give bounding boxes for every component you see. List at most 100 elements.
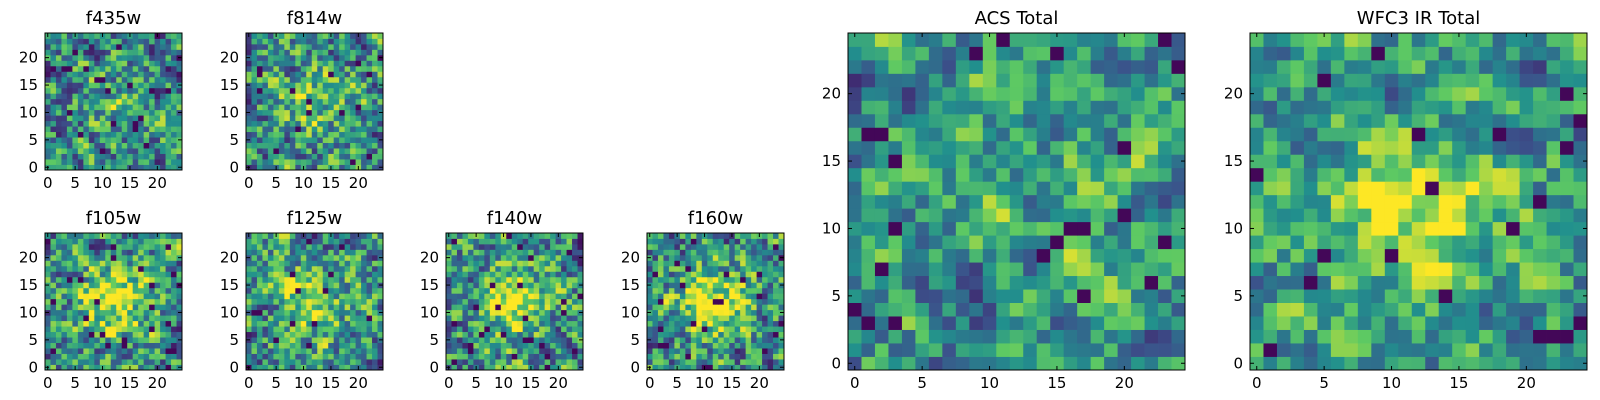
heatmap-cell: [317, 249, 324, 256]
heatmap-cell: [165, 104, 172, 111]
heatmap-cell: [289, 126, 296, 133]
heatmap-cell: [1290, 167, 1305, 182]
heatmap-cell: [751, 298, 757, 305]
heatmap-cell: [572, 342, 578, 349]
heatmap-cell: [256, 98, 263, 105]
heatmap-cell: [1425, 356, 1440, 371]
heatmap-cell: [366, 120, 373, 127]
heatmap-cell: [861, 248, 876, 263]
heatmap-cell: [116, 337, 123, 343]
heatmap-cell: [295, 293, 302, 300]
heatmap-cell: [1492, 248, 1507, 263]
heatmap-cell: [311, 159, 318, 165]
heatmap-cell: [888, 316, 903, 330]
heatmap-cell: [339, 298, 346, 305]
heatmap-cell: [55, 249, 62, 256]
heatmap-cell: [149, 304, 155, 311]
heatmap-cell: [171, 137, 177, 143]
heatmap-cell: [256, 82, 263, 89]
heatmap-cell: [1144, 73, 1159, 88]
heatmap-cell: [289, 43, 296, 50]
heatmap-cell: [1371, 235, 1386, 250]
heatmap-cell: [105, 249, 112, 256]
heatmap-cell: [668, 282, 675, 289]
heatmap-cell: [572, 265, 578, 272]
heatmap-cell: [740, 326, 747, 333]
heatmap-cell: [344, 254, 351, 261]
heatmap-cell: [942, 262, 957, 277]
heatmap-cell: [473, 309, 480, 316]
heatmap-cell: [72, 320, 79, 327]
heatmap-cell: [284, 87, 291, 94]
heatmap-cell: [1023, 316, 1038, 330]
heatmap-cell: [473, 337, 480, 343]
heatmap-cell: [901, 167, 916, 182]
heatmap-cell: [1317, 316, 1332, 330]
heatmap-cell: [874, 46, 889, 61]
heatmap-cell: [740, 348, 747, 354]
heatmap-cell: [105, 265, 112, 272]
heatmap-cell: [456, 254, 463, 261]
heatmap-cell: [77, 331, 84, 338]
heatmap-cell: [773, 353, 779, 360]
heatmap-cells: [446, 233, 584, 371]
heatmap-cell: [267, 76, 274, 83]
heatmap-cell: [1398, 329, 1413, 344]
heatmap-cell: [344, 43, 351, 50]
heatmap-cell: [350, 238, 356, 245]
heatmap-cell: [647, 348, 653, 354]
heatmap-cell: [83, 249, 90, 256]
heatmap-cell: [1452, 316, 1467, 330]
heatmap-cell: [45, 153, 51, 160]
heatmap-cell: [317, 337, 324, 343]
heatmap-cell: [778, 348, 785, 354]
heatmap-cell: [251, 326, 258, 333]
heatmap-cell: [366, 49, 373, 56]
heatmap-cell: [66, 233, 73, 239]
heatmap-cell: [955, 235, 970, 250]
heatmap-cell: [251, 120, 258, 127]
heatmap-cell: [767, 348, 774, 354]
heatmap-cell: [1131, 113, 1145, 128]
heatmap-cell: [467, 276, 474, 283]
heatmap-cell: [267, 71, 274, 78]
heatmap-cell: [50, 153, 57, 160]
heatmap-cell: [284, 276, 291, 283]
heatmap-cell: [284, 126, 291, 133]
heatmap-cell: [740, 353, 747, 360]
heatmap-cell: [311, 309, 318, 316]
heatmap-cell: [566, 353, 573, 360]
heatmap-cell: [306, 142, 313, 149]
heatmap-cell: [116, 76, 123, 83]
heatmap-cell: [300, 249, 307, 256]
heatmap-cell: [94, 120, 101, 127]
heatmap-cell: [462, 282, 469, 289]
heatmap-cell: [901, 343, 916, 357]
heatmap-cell: [955, 73, 970, 88]
heatmap-cell: [718, 243, 725, 250]
heatmap-cell: [712, 260, 719, 267]
heatmap-cell: [734, 304, 741, 311]
heatmap-cell: [99, 348, 106, 354]
heatmap-cell: [462, 260, 469, 267]
heatmap-cell: [522, 260, 529, 267]
heatmap-cell: [246, 260, 252, 267]
heatmap-cell: [366, 260, 373, 267]
heatmap-cell: [138, 315, 145, 322]
heatmap-cell: [1158, 208, 1172, 223]
heatmap-cell: [1158, 356, 1172, 371]
heatmap-cell: [50, 43, 57, 50]
heatmap-cell: [848, 59, 862, 74]
heatmap-cell: [561, 233, 567, 239]
heatmap-cell: [517, 315, 524, 322]
heatmap-cell: [77, 348, 84, 354]
heatmap-cell: [696, 309, 703, 316]
heatmap-cell: [50, 104, 57, 111]
heatmap-cell: [306, 109, 313, 116]
heatmap-cell: [1317, 343, 1332, 357]
heatmap-cell: [372, 353, 378, 360]
heatmap-cell: [848, 275, 862, 290]
heatmap-cell: [121, 115, 128, 122]
